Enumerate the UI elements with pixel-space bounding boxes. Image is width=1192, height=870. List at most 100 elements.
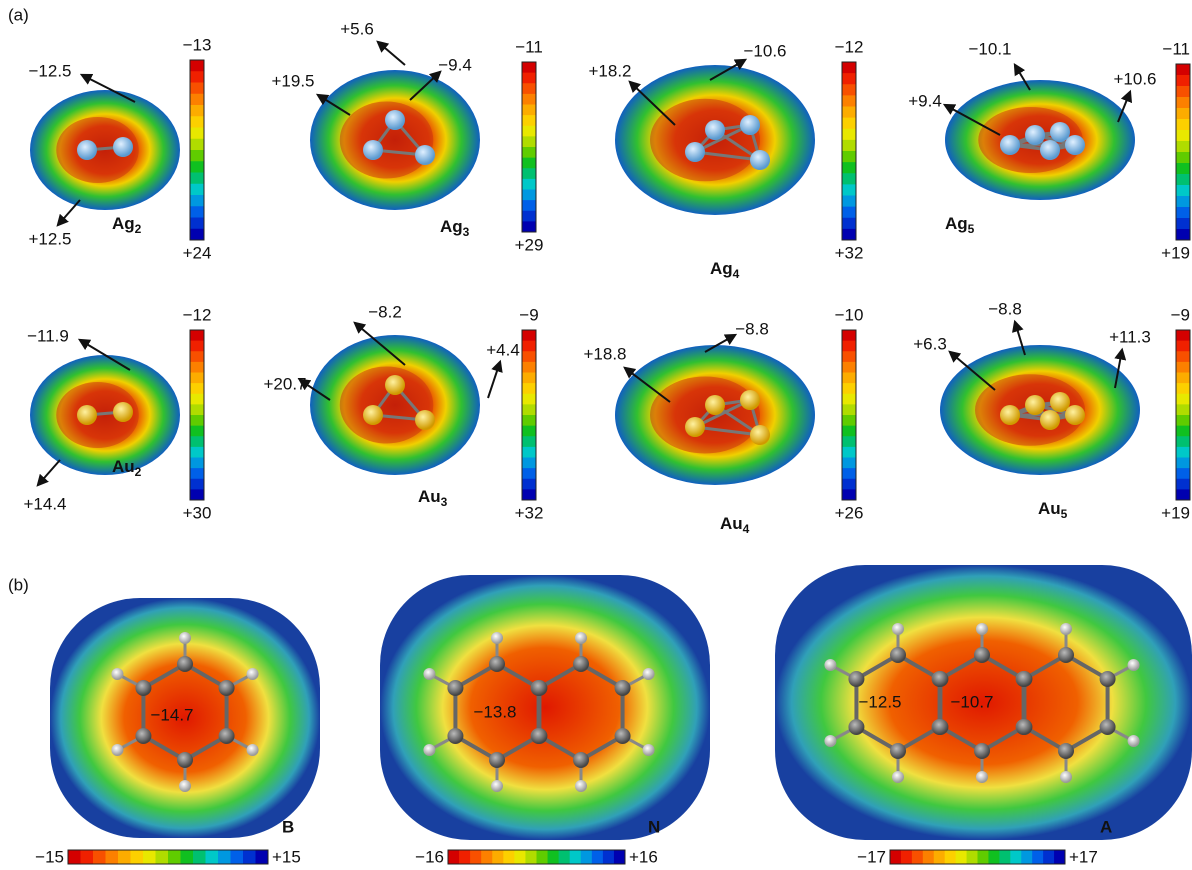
colorbar-step: [522, 489, 536, 500]
carbon: [447, 728, 463, 744]
hydrogen: [976, 623, 988, 635]
colorbar-step: [559, 850, 571, 864]
colorbar-max: −10: [835, 305, 864, 324]
colorbar-step: [978, 850, 989, 864]
cluster-element: Au: [418, 487, 441, 506]
colorbar-step: [190, 394, 204, 405]
cluster-size: 4: [733, 267, 740, 281]
colorbar-step: [1176, 436, 1190, 447]
esp-value: −10.1: [968, 39, 1011, 58]
esp-value: +19.5: [271, 71, 314, 90]
colorbar-step: [190, 447, 204, 458]
colorbar-step: [934, 850, 945, 864]
colorbar-step: [522, 404, 536, 415]
colorbar-step: [522, 447, 536, 458]
colorbar-min: +24: [183, 243, 212, 262]
page: {"panel_labels": ["(a)", "(b)"], "cluste…: [0, 0, 1192, 870]
atom: [705, 395, 725, 415]
colorbar-step: [156, 850, 169, 864]
carbon: [573, 656, 589, 672]
carbon: [615, 680, 631, 696]
colorbar-step: [106, 850, 119, 864]
esp-value: +10.6: [1113, 69, 1156, 88]
colorbar-min: +32: [515, 503, 544, 522]
colorbar-step: [522, 94, 536, 105]
carbon: [890, 647, 906, 663]
colorbar-step: [537, 850, 549, 864]
hydrogen: [179, 780, 191, 792]
colorbar-step: [842, 330, 856, 341]
arrow: [378, 42, 405, 65]
colorbar-step: [842, 207, 856, 219]
colorbar-max: +17: [1069, 847, 1098, 866]
colorbar-step: [190, 206, 204, 218]
hydrogen: [892, 771, 904, 783]
colorbar-step: [1176, 64, 1190, 76]
colorbar-step: [522, 458, 536, 469]
carbon: [135, 680, 151, 696]
colorbar-step: [522, 136, 536, 147]
colorbar-step: [581, 850, 593, 864]
colorbar-max: −11: [515, 37, 543, 56]
colorbar-step: [481, 850, 493, 864]
arrow: [38, 460, 60, 485]
colorbar-step: [570, 850, 582, 864]
cluster-size: 3: [441, 495, 448, 509]
esp-value: −8.8: [988, 299, 1022, 318]
colorbar-step: [181, 850, 194, 864]
colorbar-step: [1176, 415, 1190, 426]
colorbar-step: [1176, 86, 1190, 98]
colorbar-step: [1176, 141, 1190, 153]
esp-value: −8.8: [735, 319, 769, 338]
esp-value: −14.7: [150, 705, 193, 724]
colorbar-step: [1176, 479, 1190, 490]
colorbar-step: [967, 850, 978, 864]
esp-inner: [340, 367, 434, 444]
colorbar-step: [522, 62, 536, 73]
colorbar-step: [522, 394, 536, 405]
colorbar-step: [522, 468, 536, 479]
colorbar-step: [193, 850, 206, 864]
colorbar-step: [842, 184, 856, 196]
colorbar-step: [842, 140, 856, 152]
esp-value: +20.7: [263, 374, 306, 393]
colorbar-step: [190, 83, 204, 95]
hydrogen: [575, 632, 587, 644]
colorbar-step: [190, 341, 204, 352]
hydrogen: [643, 744, 655, 756]
colorbar-max: −12: [835, 37, 864, 56]
cluster-label: Au5: [1038, 499, 1068, 521]
colorbar-step: [842, 447, 856, 458]
colorbar-step: [522, 190, 536, 201]
colorbar-step: [988, 850, 999, 864]
hydrogen: [423, 744, 435, 756]
hydrogen: [491, 780, 503, 792]
colorbar-step: [522, 158, 536, 169]
colorbar-step: [256, 850, 269, 864]
carbon: [177, 656, 193, 672]
colorbar-step: [525, 850, 537, 864]
cluster-element: Au: [720, 514, 743, 533]
colorbar-step: [522, 221, 536, 232]
colorbar-step: [131, 850, 144, 864]
colorbar-step: [459, 850, 471, 864]
colorbar-step: [503, 850, 515, 864]
atom: [740, 390, 760, 410]
cluster-element: Ag: [112, 214, 135, 233]
colorbar-step: [842, 415, 856, 426]
cluster-element: Ag: [945, 214, 968, 233]
colorbar-max: +16: [629, 847, 658, 866]
colorbar-step: [190, 139, 204, 151]
esp-value: +18.2: [588, 61, 631, 80]
colorbar-step: [1010, 850, 1021, 864]
colorbar-step: [190, 60, 204, 72]
colorbar-step: [1176, 218, 1190, 230]
esp-value: +12.5: [28, 229, 71, 248]
colorbar-step: [81, 850, 94, 864]
esp-value: +6.3: [913, 334, 947, 353]
colorbar-step: [190, 116, 204, 128]
colorbar-step: [522, 147, 536, 158]
colorbar-step: [190, 330, 204, 341]
esp-value: −9.4: [438, 55, 472, 74]
colorbar-step: [1176, 468, 1190, 479]
